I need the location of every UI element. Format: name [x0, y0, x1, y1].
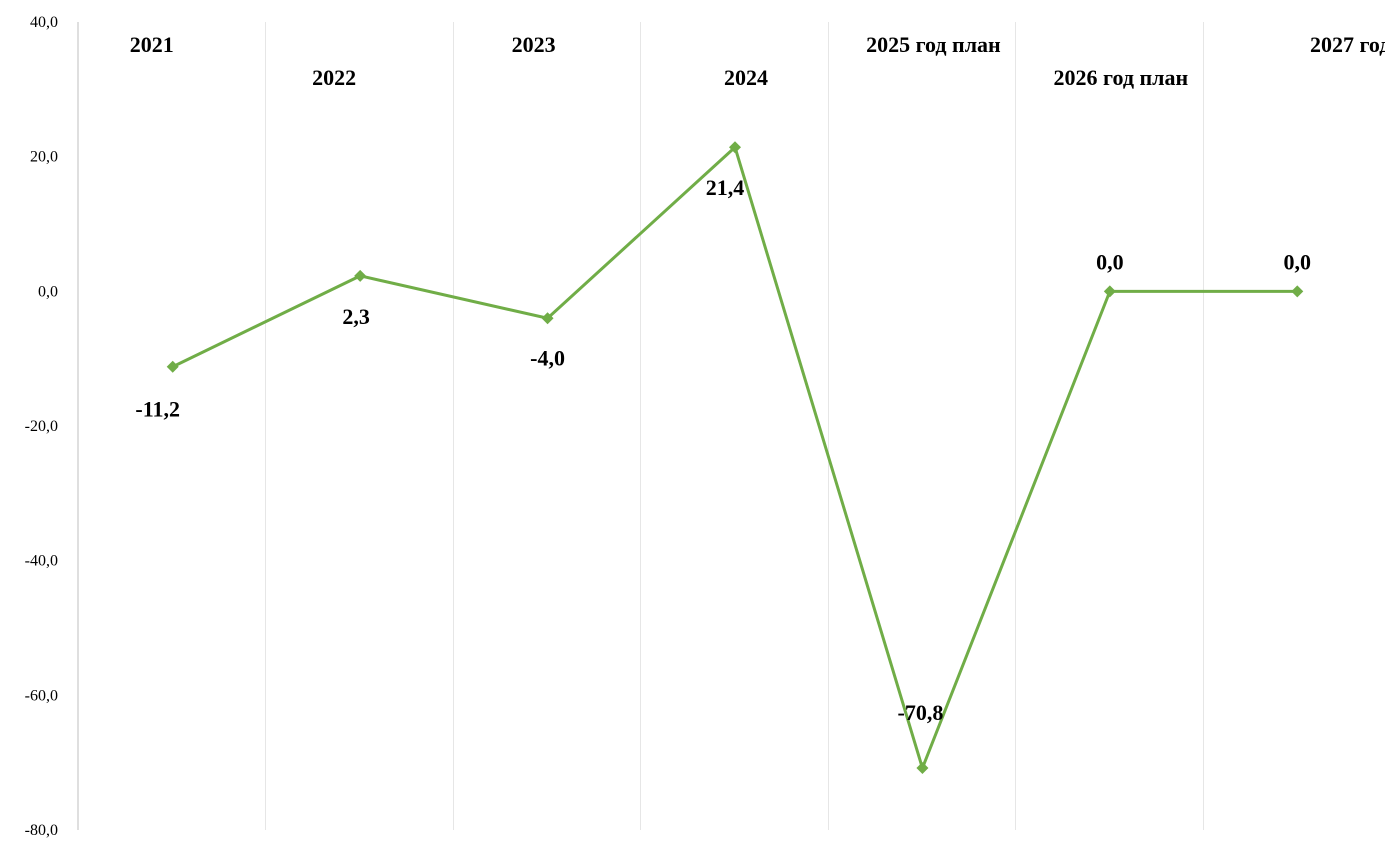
diamond-marker: [166, 360, 179, 373]
data-labels: -11,2 2,3 -4,0 21,4 -70,8 0,0 0,0: [135, 175, 1311, 725]
category-label: 2027 год план: [1310, 32, 1385, 57]
y-tick-label: -60,0: [25, 687, 58, 704]
y-tick-label: -80,0: [25, 822, 58, 839]
category-label: 2024: [724, 65, 768, 90]
y-tick-label: 20,0: [30, 149, 58, 166]
data-label: -11,2: [135, 397, 180, 422]
y-tick-label: 40,0: [30, 14, 58, 31]
y-tick-label: -40,0: [25, 553, 58, 570]
series-line: [172, 144, 1298, 773]
diamond-marker: [916, 762, 929, 775]
category-labels: 2021 2022 2023 2024 2025 год план 2026 год пл…: [130, 32, 1385, 90]
diamond-marker: [354, 269, 367, 282]
data-label: 2,3: [342, 304, 370, 329]
diamond-marker: [1103, 285, 1116, 298]
category-label: 2026 год план: [1054, 65, 1189, 90]
category-label: 2023: [512, 32, 556, 57]
gridlines: [265, 22, 1204, 830]
series-markers: [166, 141, 1304, 775]
data-label: 0,0: [1096, 249, 1124, 274]
data-label: 21,4: [706, 175, 745, 200]
category-label: 2025 год план: [866, 32, 1001, 57]
diamond-marker: [541, 312, 554, 325]
y-tick-label: -20,0: [25, 418, 58, 435]
data-label: 0,0: [1284, 249, 1312, 274]
category-label: 2021: [130, 32, 174, 57]
y-tick-labels: 40,0 20,0 0,0 -20,0 -40,0 -60,0 -80,0: [25, 14, 58, 839]
category-label: 2022: [312, 65, 356, 90]
data-label: -70,8: [898, 700, 944, 725]
diamond-marker: [1291, 285, 1304, 298]
series-line: [172, 144, 1298, 773]
data-label: -4,0: [530, 345, 565, 370]
y-tick-label: 0,0: [38, 283, 58, 300]
diamond-marker: [729, 141, 741, 154]
